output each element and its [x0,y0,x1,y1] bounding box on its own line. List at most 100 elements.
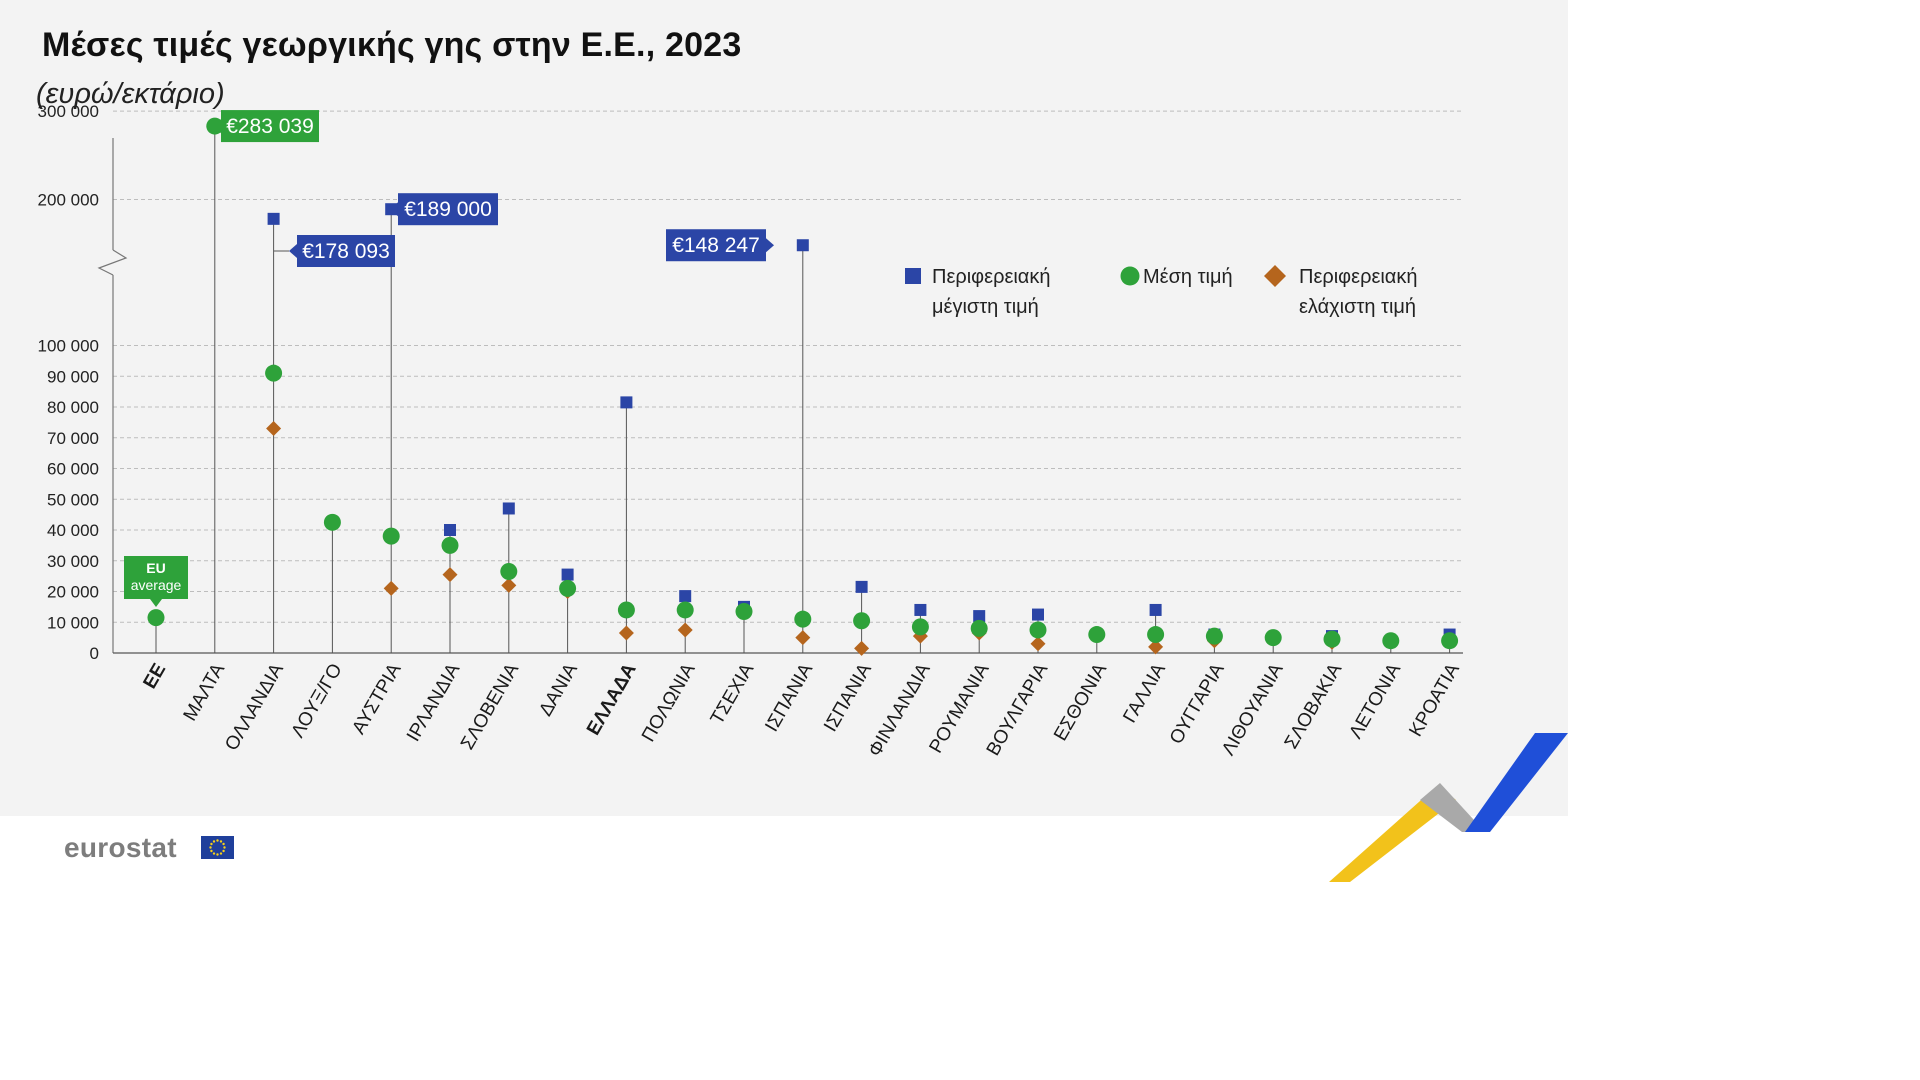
eu-flag-star [216,853,219,856]
max-price-marker [855,580,868,593]
max-price-marker [385,203,398,216]
legend-label: ελάχιστη τιμή [1299,296,1416,318]
avg-price-marker [323,513,341,531]
eu-badge-label: average [131,577,182,593]
eu-flag-background [201,836,234,859]
eu-flag-star [219,840,223,843]
avg-price-marker [1029,621,1047,639]
chart-svg: 0 10 000 20 000 30 000 40 000 50 000 60 000 70 … [38,102,1568,882]
eurostat-logo-text: eurostat [64,832,177,863]
avg-price-marker [265,364,283,382]
min-price-marker [618,625,634,641]
x-category-label: ΓΑΛΛΙΑ [1119,660,1170,727]
x-category-label: ΣΛΟΒΕΝΙΑ [457,660,523,754]
avg-price-marker [1441,632,1459,650]
legend-circle-icon [1120,266,1140,286]
legend-item: Περιφερειακή ελάχιστη τιμή [1264,265,1418,318]
x-category-label: ΚΡΟΑΤΙΑ [1405,660,1464,741]
min-price-marker [795,630,811,646]
x-category-label: ΤΣΕΧΙΑ [707,660,759,729]
max-price-marker [561,568,574,581]
max-price-marker [973,610,986,623]
legend-diamond-icon [1264,265,1286,287]
legend-item: Μέση τιμή [1120,266,1233,288]
x-category-label: ΑΥΣΤΡΙΑ [348,660,405,738]
x-category-label: ΠΟΛΩΝΙΑ [638,660,700,746]
legend-label: μέγιστη τιμή [932,296,1039,318]
x-category-label: ΟΥΓΓΑΡΙΑ [1166,660,1229,748]
x-category-label: ΡΟΥΜΑΝΙΑ [925,660,993,757]
y-tick-label: 80 000 [47,398,99,417]
avg-price-marker [206,117,224,135]
eu-flag-star [209,846,212,849]
max-price-marker [914,603,927,616]
x-category-label: ΦΙΝΛΑΝΔΙΑ [865,660,935,761]
legend-item: Περιφερειακή μέγιστη τιμή [905,266,1051,318]
callout: €178 093 [273,235,395,267]
callout-label: €189 000 [404,198,492,221]
legend-label: Μέση τιμή [1143,266,1233,288]
eu-flag-star [222,842,225,846]
legend-label: Περιφερειακή [1299,266,1418,288]
decor-ribbon-yellow [1329,785,1456,882]
y-tick-label: 60 000 [47,460,99,479]
min-price-marker [501,577,517,593]
max-price-marker [444,524,456,536]
eu-flag-icon [201,836,234,859]
min-price-marker [677,622,693,638]
y-tick-label: 300 000 [38,102,99,121]
min-price-marker [854,640,870,656]
eu-flag-star [212,852,216,855]
min-price-marker [1030,636,1046,652]
min-price-marker [266,421,282,437]
x-category-label: ΙΡΛΑΝΔΙΑ [403,660,464,745]
avg-price-marker [676,601,694,619]
max-price-marker [620,396,633,409]
x-category-label: ΛΕΤΟΝΙΑ [1345,660,1405,743]
eu-flag-star [210,849,213,853]
decor-ribbon-blue [1465,733,1568,832]
avg-price-marker [617,601,635,619]
avg-price-marker [970,619,988,637]
callout: €189 000 [390,193,498,226]
avg-price-marker [441,536,459,554]
min-price-marker [1148,639,1164,655]
chart-subtitle: (ευρώ/εκτάριο) [36,78,225,110]
eu-flag-star [216,839,219,842]
y-tick-label: 20 000 [47,583,99,602]
eu-flag-star [212,840,216,843]
chart-stage: Μέσες τιμές γεωργικής γης στην Ε.Ε., 202… [0,0,1568,882]
eu-badge-pointer [150,599,162,607]
callout-label: €283 039 [226,115,314,138]
callout-label: €178 093 [302,240,390,263]
min-price-marker [383,580,399,596]
max-price-marker [1032,608,1044,621]
avg-price-marker [794,610,812,628]
max-price-marker [679,590,692,603]
max-price-marker [1149,603,1162,616]
max-price-marker [502,502,515,515]
y-tick-label: 100 000 [38,337,99,356]
chart-title: Μέσες τιμές γεωργικής γης στην Ε.Ε., 202… [42,26,742,64]
callout: €283 039 [213,110,319,143]
avg-price-marker [147,609,165,627]
avg-price-marker [1088,626,1106,644]
callout-box [221,110,319,143]
avg-price-marker [853,612,871,630]
x-category-label: ΕΕ [139,660,170,692]
eu-flag-star [219,852,223,855]
eurostat-logo: eurostat [64,832,177,864]
x-category-label: ΕΛΛΑΔΑ [583,660,641,739]
avg-price-marker [1323,630,1341,648]
callout-label: €148 247 [672,234,760,257]
y-tick-label: 200 000 [38,190,99,209]
avg-price-marker [500,563,518,581]
legend-label: Περιφερειακή [932,266,1051,288]
y-tick-label: 50 000 [47,490,99,509]
callout-box [297,235,395,267]
y-tick-label: 70 000 [47,429,99,448]
x-category-label: ΛΙΘΟΥΑΝΙΑ [1218,660,1288,760]
max-price-marker [796,239,809,252]
callout-pointer [289,244,297,258]
